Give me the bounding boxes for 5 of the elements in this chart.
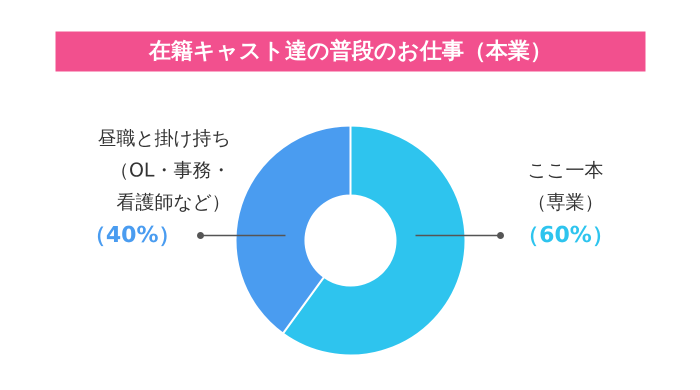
chart-title: 在籍キャスト達の普段のお仕事（本業） [148,38,552,64]
data-label: （60%） [517,223,614,248]
data-label: （40%） [84,223,181,248]
slice-label: 昼職と掛け持ち（OL・事務・看護師など） [98,128,231,214]
slice-label: ここ一本（専業） [528,160,604,214]
